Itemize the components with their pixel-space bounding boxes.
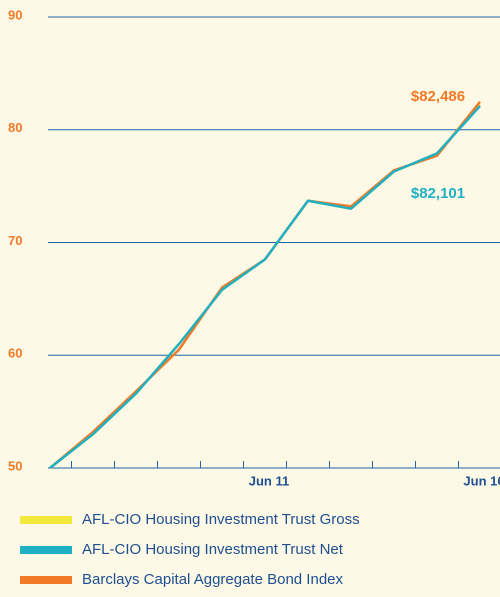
legend-swatch xyxy=(20,546,72,554)
x-tick-label: Jun 16 xyxy=(463,473,500,488)
legend-label: Barclays Capital Aggregate Bond Index xyxy=(82,571,343,588)
y-tick-label: 50 xyxy=(8,458,22,473)
x-tick-label: Jun 11 xyxy=(249,473,289,488)
legend-label: AFL-CIO Housing Investment Trust Gross xyxy=(82,511,360,528)
end-label: $82,101 xyxy=(411,185,465,202)
legend-swatch xyxy=(20,516,72,524)
y-tick-label: 70 xyxy=(8,233,22,248)
end-label: $82,486 xyxy=(411,88,465,105)
y-tick-label: 80 xyxy=(8,120,22,135)
y-tick-label: 60 xyxy=(8,346,22,361)
legend-swatch xyxy=(20,576,72,584)
series-line xyxy=(49,105,481,469)
y-tick-label: 90 xyxy=(8,7,22,22)
legend-label: AFL-CIO Housing Investment Trust Net xyxy=(82,541,344,558)
